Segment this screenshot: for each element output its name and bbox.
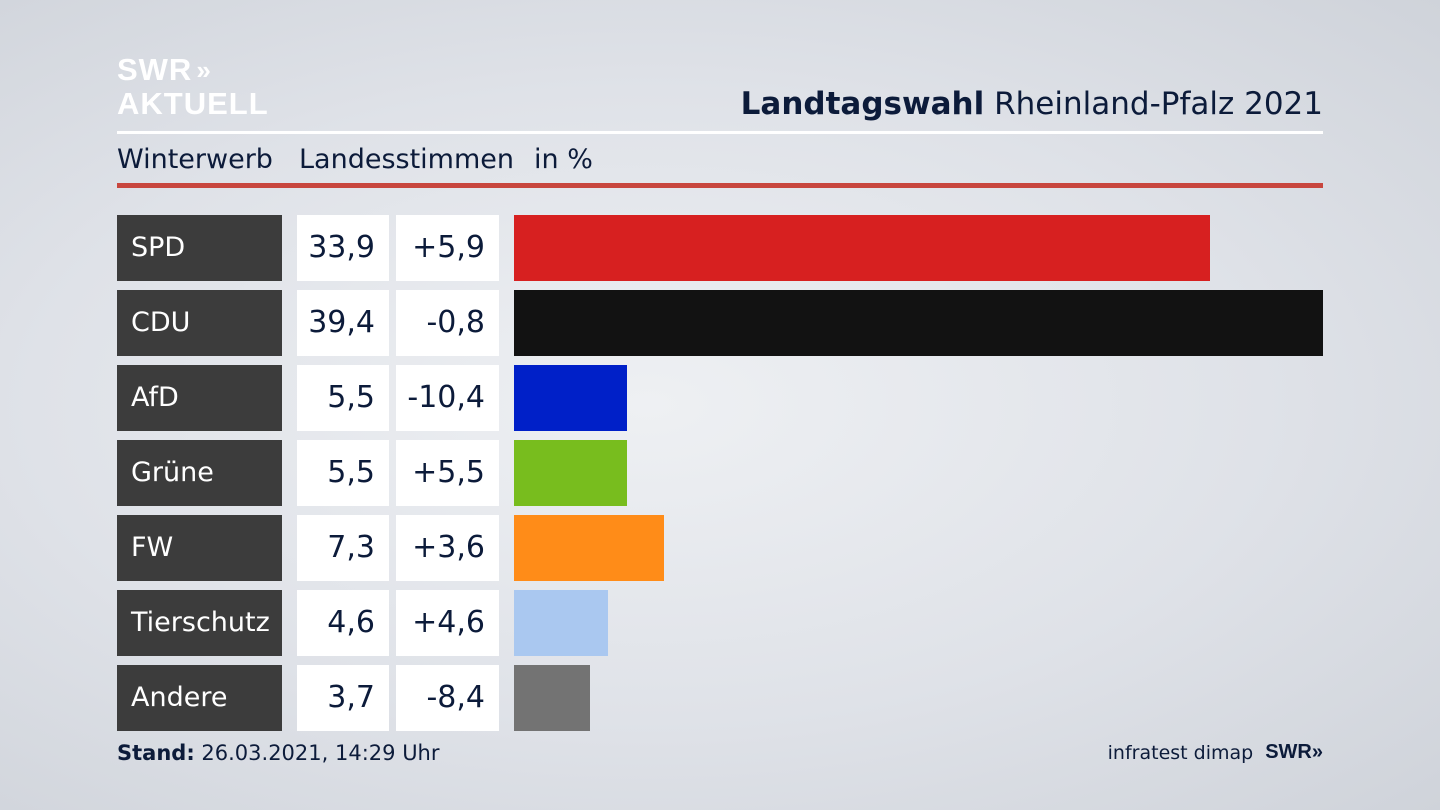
party-label: FW — [117, 515, 282, 581]
chart-title: Landtagswahl Rheinland-Pfalz 2021 — [741, 86, 1323, 122]
value-label: 5,5 — [297, 440, 389, 506]
logo-chevron-icon: » — [196, 54, 211, 85]
swr-brand: SWR» — [1265, 741, 1323, 764]
logo-swr-text: SWR — [117, 52, 193, 87]
subheader-divider — [117, 183, 1323, 188]
swr-brand-text: SWR — [1265, 741, 1312, 763]
bar — [514, 440, 627, 506]
timestamp-value: 26.03.2021, 14:29 Uhr — [201, 741, 440, 765]
diff-label: -0,8 — [396, 290, 499, 356]
bar — [514, 665, 590, 731]
diff-label: -10,4 — [396, 365, 499, 431]
value-label: 3,7 — [297, 665, 389, 731]
diff-label: +5,9 — [396, 215, 499, 281]
party-label: Tierschutz — [117, 590, 282, 656]
swr-chevron-icon: » — [1311, 741, 1323, 763]
diff-label: -8,4 — [396, 665, 499, 731]
header-divider — [117, 131, 1323, 134]
subheader-col3: in % — [534, 144, 593, 175]
chart-title-rest: Rheinland-Pfalz 2021 — [994, 86, 1323, 122]
subheader-col2: Landesstimmen — [299, 144, 514, 175]
value-label: 5,5 — [297, 365, 389, 431]
diff-label: +3,6 — [396, 515, 499, 581]
party-label: SPD — [117, 215, 282, 281]
value-label: 39,4 — [297, 290, 389, 356]
logo-aktuell-text: AKTUELL — [117, 86, 269, 121]
timestamp: Stand: 26.03.2021, 14:29 Uhr — [117, 741, 440, 765]
value-label: 33,9 — [297, 215, 389, 281]
bar — [514, 290, 1323, 356]
bar — [514, 215, 1210, 281]
party-label: Andere — [117, 665, 282, 731]
bar — [514, 365, 627, 431]
chart-title-bold: Landtagswahl — [740, 86, 985, 122]
party-label: Grüne — [117, 440, 282, 506]
bar — [514, 515, 664, 581]
value-label: 4,6 — [297, 590, 389, 656]
diff-label: +4,6 — [396, 590, 499, 656]
diff-label: +5,5 — [396, 440, 499, 506]
source-text: infratest dimap — [1107, 741, 1254, 764]
party-label: AfD — [117, 365, 282, 431]
timestamp-label: Stand: — [117, 741, 195, 765]
source-credit: infratest dimap SWR» — [1108, 741, 1323, 764]
subheader-col1: Winterwerb — [117, 144, 273, 175]
party-label: CDU — [117, 290, 282, 356]
value-label: 7,3 — [297, 515, 389, 581]
swr-aktuell-logo: SWR» AKTUELL — [117, 54, 269, 119]
bar — [514, 590, 608, 656]
